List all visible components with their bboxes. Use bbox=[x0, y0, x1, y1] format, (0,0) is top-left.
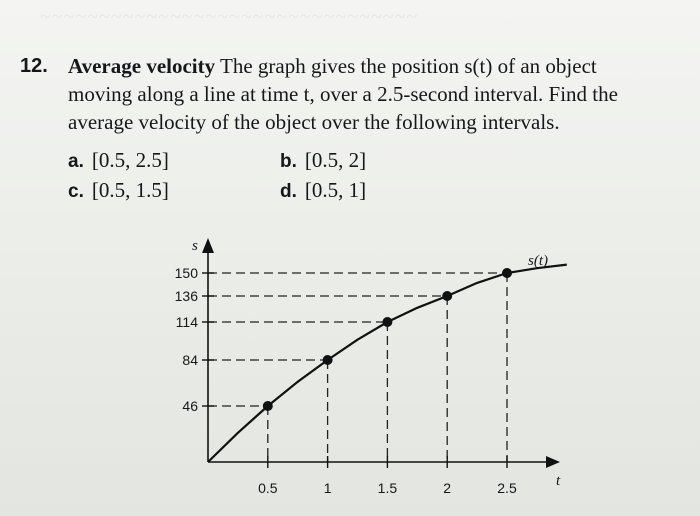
x-axis-arrow-icon bbox=[546, 456, 560, 468]
part-b-letter: b. bbox=[280, 151, 297, 172]
y-tick-label-3: 136 bbox=[175, 288, 199, 304]
part-b: b. [0.5, 2] bbox=[280, 148, 366, 173]
part-c: c. [0.5, 1.5] bbox=[68, 178, 169, 203]
x-tick-label-2: 1.5 bbox=[378, 480, 398, 496]
x-tick-label-3: 2 bbox=[443, 480, 451, 496]
statement-line-1: Average velocity The graph gives the pos… bbox=[68, 52, 693, 80]
curve-label: s(t) bbox=[528, 253, 548, 269]
y-tick-label-2: 114 bbox=[176, 314, 199, 330]
part-a: a. [0.5, 2.5] bbox=[68, 148, 169, 173]
part-c-interval: [0.5, 1.5] bbox=[91, 178, 169, 202]
x-tick-label-0: 0.5 bbox=[258, 480, 278, 496]
problem-title: Average velocity bbox=[68, 54, 216, 78]
x-axis-label: t bbox=[556, 473, 561, 489]
x-tick-label-1: 1 bbox=[324, 480, 332, 496]
problem-number: 12. bbox=[20, 55, 48, 77]
part-a-interval: [0.5, 2.5] bbox=[91, 148, 169, 172]
part-a-letter: a. bbox=[68, 151, 84, 172]
position-curve bbox=[207, 263, 567, 463]
data-point-2 bbox=[382, 317, 393, 327]
statement-line-2: moving along a line at time t, over a 2.… bbox=[68, 82, 618, 106]
y-tick-label-4: 150 bbox=[175, 265, 199, 281]
y-tick-label-1: 84 bbox=[182, 352, 198, 368]
x-tick-label-4: 2.5 bbox=[497, 480, 517, 496]
problem-statement: Average velocity The graph gives the pos… bbox=[68, 52, 693, 136]
part-d-interval: [0.5, 1] bbox=[304, 178, 367, 202]
data-point-4 bbox=[502, 268, 512, 278]
data-point-0 bbox=[262, 401, 273, 411]
part-d: d. [0.5, 1] bbox=[280, 178, 366, 203]
part-b-interval: [0.5, 2] bbox=[304, 148, 367, 172]
part-c-letter: c. bbox=[68, 181, 84, 202]
y-tick-label-0: 46 bbox=[182, 398, 198, 414]
statement-line-3: average velocity of the object over the … bbox=[68, 110, 560, 134]
data-point-1 bbox=[322, 355, 333, 365]
data-point-3 bbox=[442, 291, 453, 301]
y-axis-arrow-icon bbox=[202, 238, 214, 253]
y-axis-label: s bbox=[192, 238, 198, 254]
statement-text-1: The graph gives the position s(t) of an … bbox=[220, 54, 597, 78]
part-d-letter: d. bbox=[280, 181, 297, 202]
